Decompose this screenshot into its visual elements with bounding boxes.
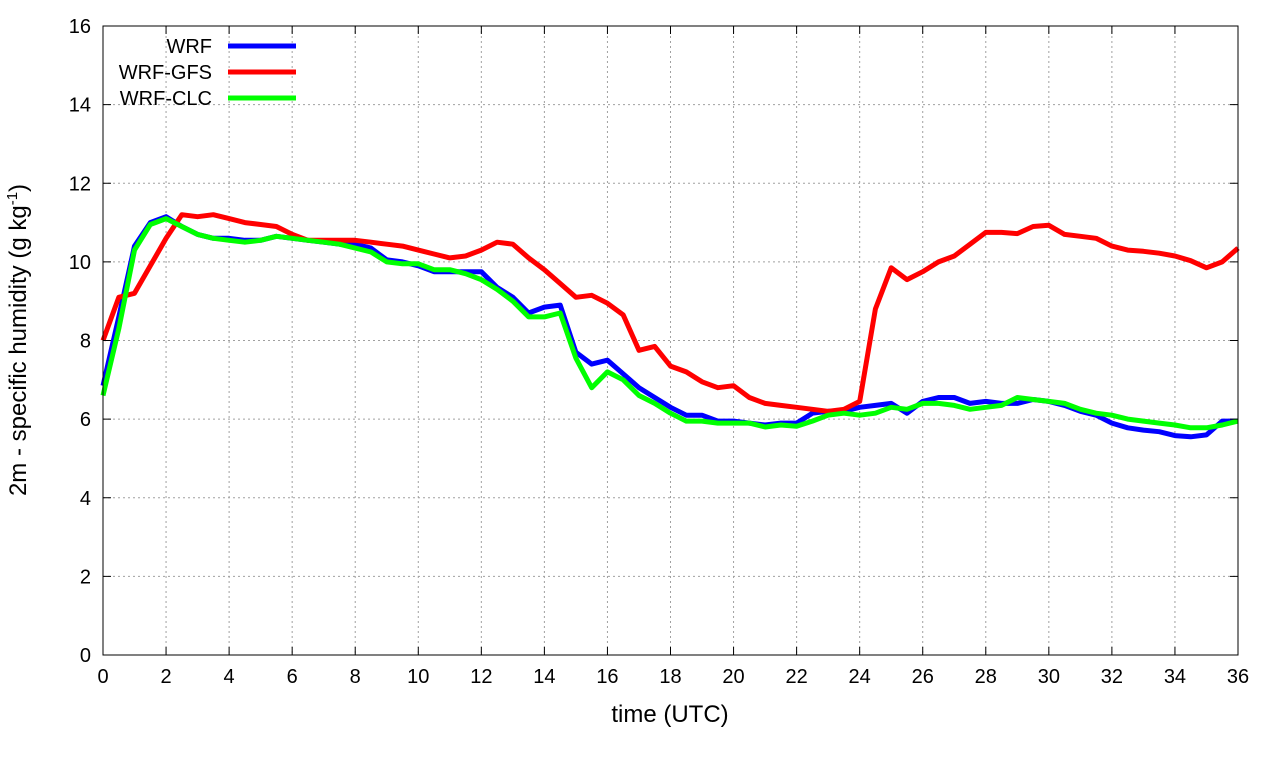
x-tick-label: 30 — [1038, 666, 1060, 688]
x-tick-label: 34 — [1164, 666, 1186, 688]
x-tick-label: 32 — [1101, 666, 1123, 688]
y-tick-label: 14 — [69, 95, 91, 117]
x-axis-label: time (UTC) — [611, 701, 728, 728]
series-line-wrf-clc — [100, 216, 1239, 431]
y-tick-label: 8 — [80, 331, 91, 353]
legend: WRF WRF-GFS WRF-CLC — [119, 36, 296, 110]
legend-label: WRF-CLC — [120, 88, 212, 110]
y-tick-label: 4 — [80, 488, 91, 510]
y-tick-label: 12 — [69, 173, 91, 195]
grid-lines — [103, 26, 1238, 655]
x-tick-label: 6 — [287, 666, 298, 688]
legend-label: WRF-GFS — [119, 62, 212, 84]
y-tick-label: 16 — [69, 16, 91, 38]
x-tick-label: 18 — [659, 666, 681, 688]
x-tick-label: 26 — [912, 666, 934, 688]
y-axis-label-main: 2m - specific humidity (g kg — [5, 205, 32, 496]
series-line-wrf-gfs — [100, 212, 1240, 414]
y-tick-label: 6 — [80, 409, 91, 431]
x-tick-label: 4 — [224, 666, 235, 688]
x-tick-label: 0 — [97, 666, 108, 688]
x-tick-label: 16 — [596, 666, 618, 688]
x-tick-label: 28 — [975, 666, 997, 688]
x-tick-label: 20 — [722, 666, 744, 688]
legend-label: WRF — [166, 36, 212, 58]
x-tick-label: 12 — [470, 666, 492, 688]
x-tick-label: 14 — [533, 666, 555, 688]
y-tick-label: 10 — [69, 252, 91, 274]
x-tick-label: 10 — [407, 666, 429, 688]
x-tick-label: 2 — [160, 666, 171, 688]
y-axis-label-superscript: -1 — [4, 192, 21, 205]
y-tick-label: 2 — [80, 566, 91, 588]
x-tick-label: 36 — [1227, 666, 1249, 688]
series-lines — [100, 212, 1240, 440]
y-axis-label: 2m - specific humidity (g kg-1) — [4, 184, 32, 496]
x-tick-label: 24 — [849, 666, 871, 688]
axis-ticks: 0 2 4 6 8 10 12 14 16 18 20 22 24 26 28 30 32 34 360246810… — [69, 16, 1249, 688]
x-tick-label: 8 — [350, 666, 361, 688]
y-tick-label: 0 — [80, 645, 91, 667]
x-tick-label: 22 — [785, 666, 807, 688]
y-axis-label-end: ) — [5, 184, 32, 192]
